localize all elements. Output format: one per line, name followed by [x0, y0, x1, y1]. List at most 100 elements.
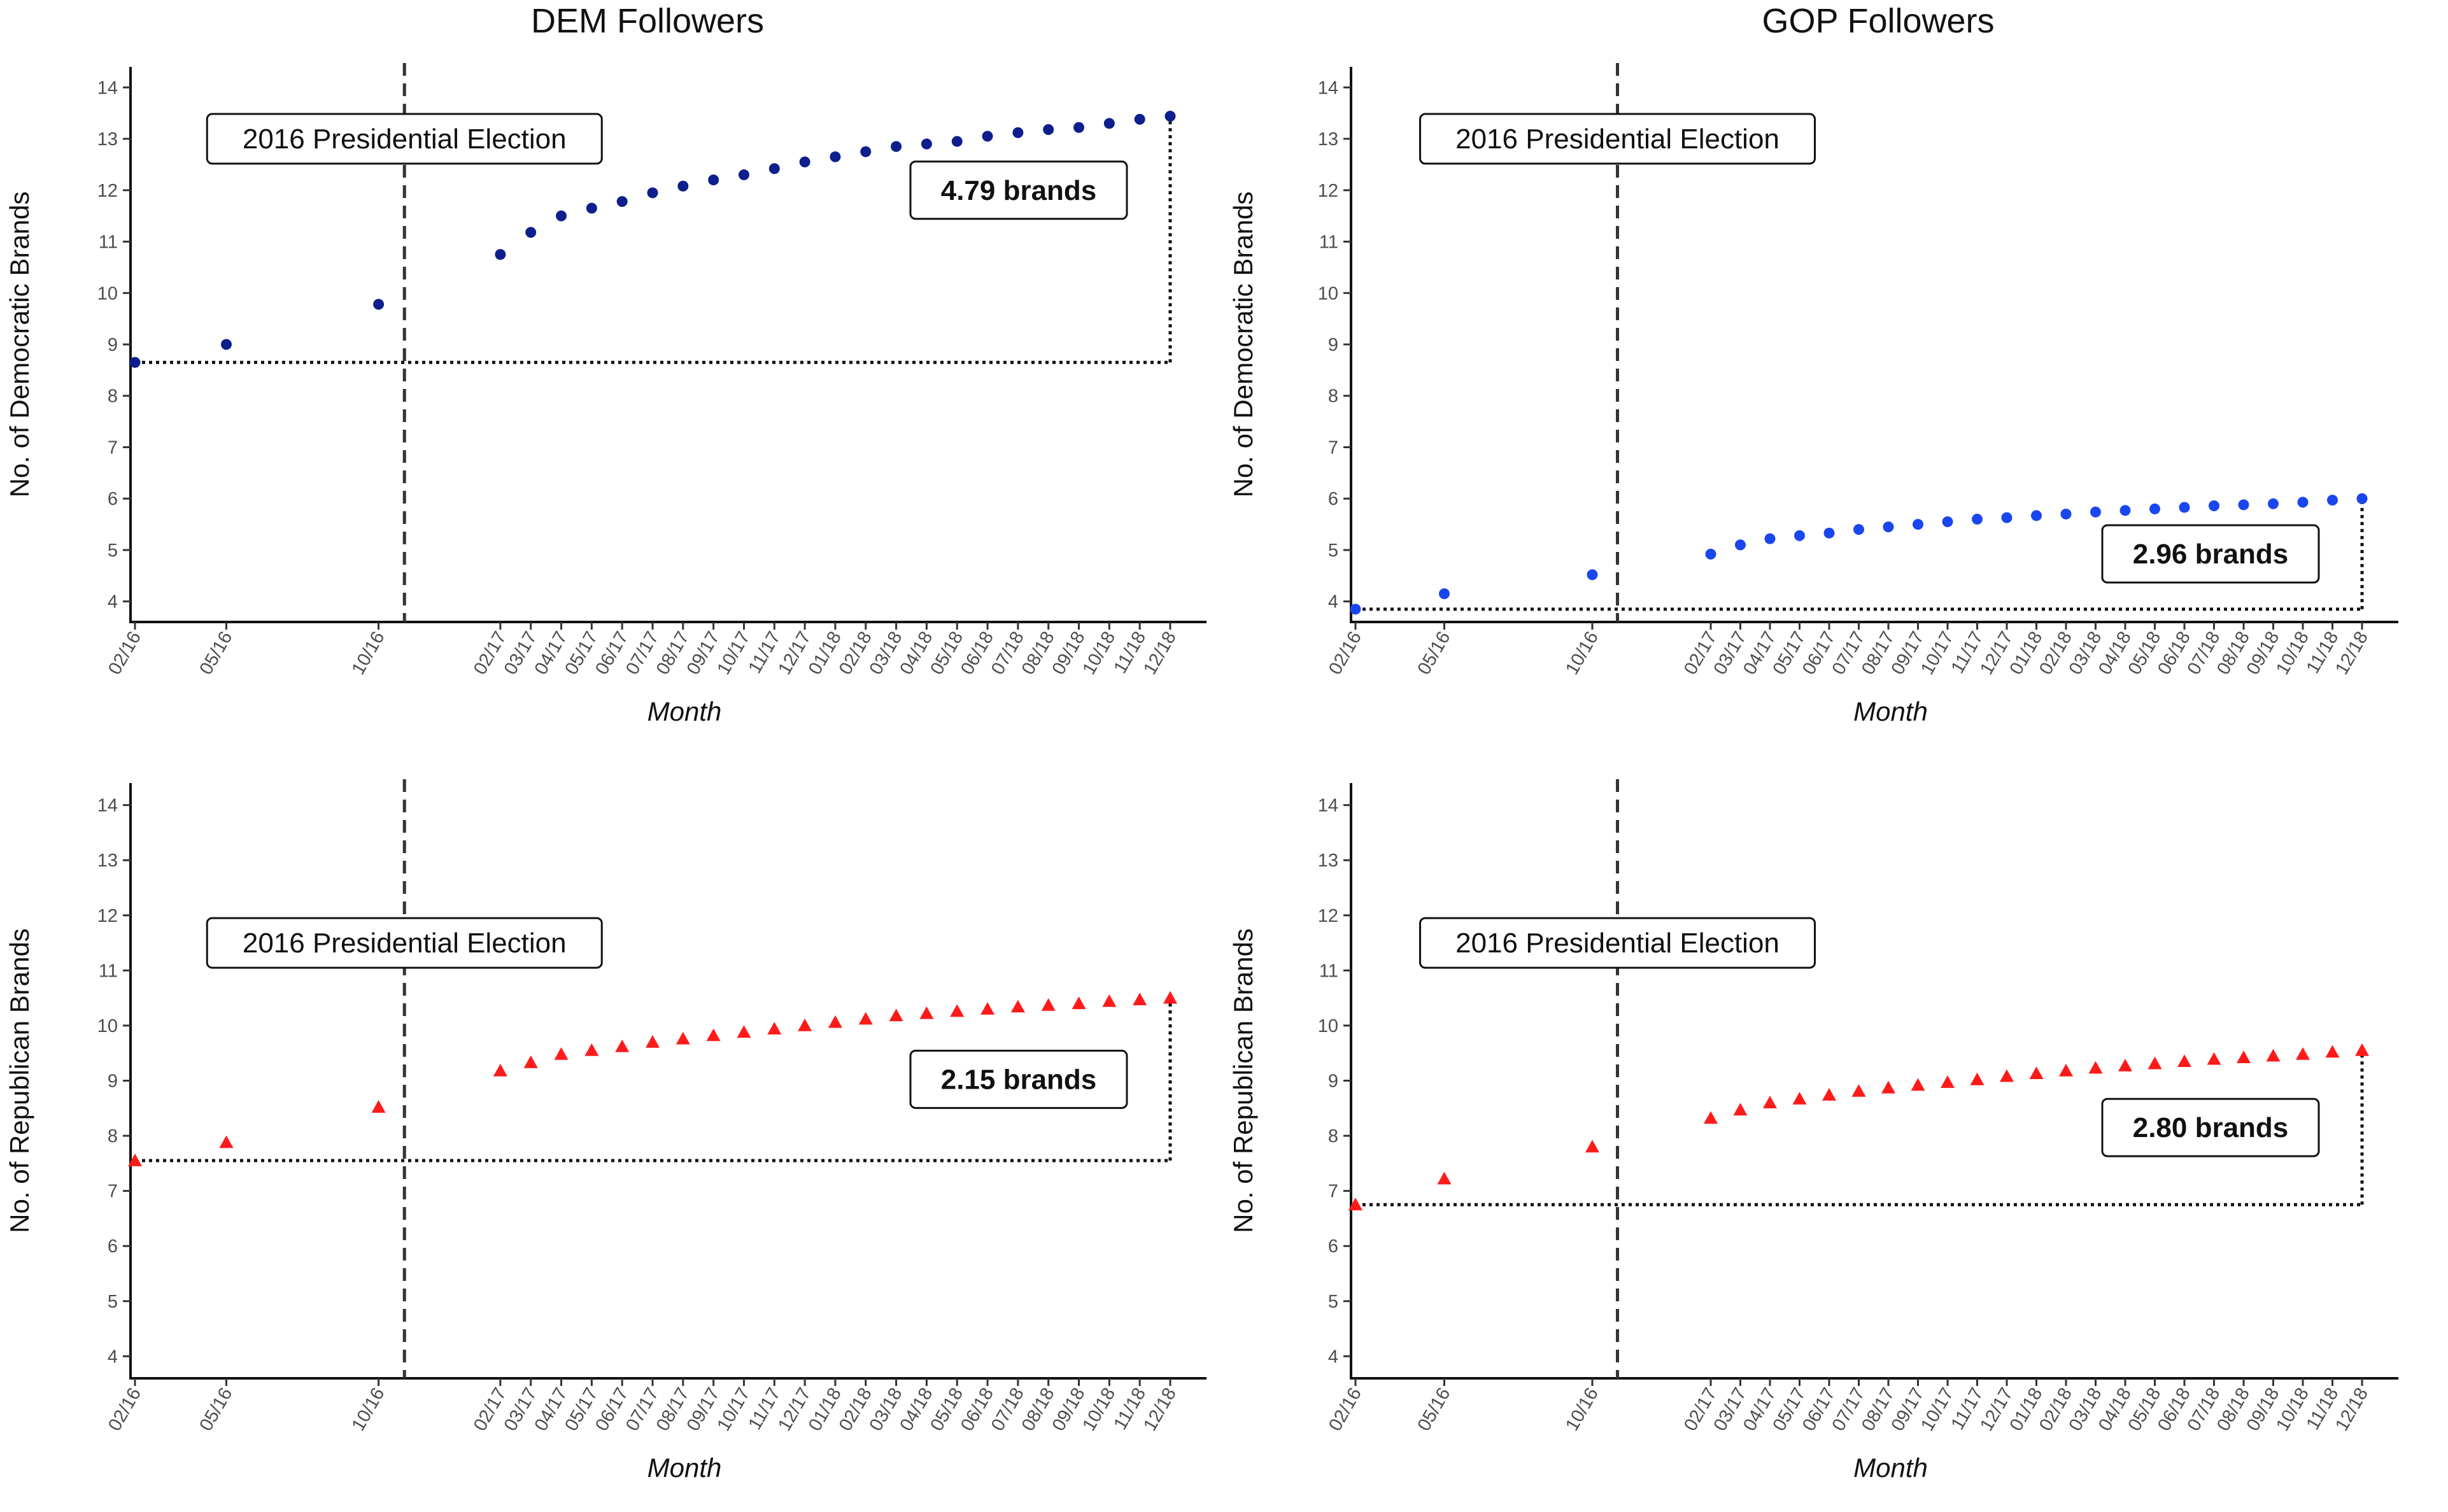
data-point [1587, 569, 1598, 581]
x-tick-label: 02/16 [104, 628, 145, 679]
x-tick-label: 05/16 [1414, 1385, 1455, 1435]
election-label-box [206, 113, 603, 165]
y-tick-label: 4 [108, 592, 118, 612]
y-tick-label: 14 [97, 796, 118, 816]
data-point [708, 174, 719, 186]
data-point [2207, 1052, 2221, 1065]
y-tick-label: 9 [108, 1071, 118, 1092]
data-point [1853, 524, 1864, 535]
difference-label-box [909, 160, 1128, 220]
y-tick-label: 8 [108, 386, 118, 407]
data-point [2325, 1045, 2340, 1058]
election-label: 2016 Presidential Election [1455, 928, 1779, 959]
data-point [586, 202, 597, 214]
data-point [828, 1015, 842, 1028]
data-point [1585, 1140, 1599, 1153]
data-point [1851, 1084, 1866, 1097]
y-tick-label: 13 [97, 129, 118, 150]
data-point [1972, 514, 1983, 525]
data-point [1437, 1171, 1452, 1185]
panel-gop-republican-brands: 4 5 6 7 8 9 10 11 12 13 14 02/16 05/16 10/16 02/17 03/1… [1224, 764, 2448, 1512]
panel-gop-democratic-brands: 4 5 6 7 8 9 10 11 12 13 14 02/16 05/16 10/16 02/17 03/1… [1224, 51, 2448, 745]
data-point [830, 151, 841, 162]
y-tick-label: 9 [1328, 1071, 1338, 1092]
data-point [616, 196, 628, 208]
data-point [2355, 1043, 2369, 1056]
y-tick-label: 13 [1318, 129, 1338, 150]
y-tick-label: 7 [1328, 437, 1338, 458]
y-tick-label: 7 [1328, 1182, 1338, 1202]
data-point [768, 163, 780, 174]
difference-label: 4.79 brands [941, 175, 1097, 206]
data-point [556, 210, 567, 222]
data-point [1911, 1078, 1925, 1091]
data-point [495, 249, 506, 260]
data-point [677, 180, 689, 192]
y-tick-label: 10 [97, 283, 118, 304]
x-axis-title: Month [1853, 696, 1928, 726]
data-point [980, 1001, 995, 1015]
x-tick-label: 10/16 [348, 628, 389, 679]
y-tick-label: 6 [1328, 489, 1338, 509]
data-point [2177, 1054, 2191, 1067]
x-tick-label: 02/16 [104, 1385, 145, 1435]
data-point [1350, 604, 1361, 615]
data-point [1439, 588, 1450, 600]
election-label: 2016 Presidential Election [1455, 124, 1779, 155]
data-point [1133, 993, 1147, 1006]
x-tick-label: 02/16 [1325, 628, 1366, 679]
data-point [129, 357, 141, 368]
data-point [2237, 1050, 2251, 1063]
y-tick-label: 13 [97, 851, 118, 871]
data-point [647, 187, 658, 199]
data-point [2088, 1061, 2103, 1074]
y-tick-label: 11 [99, 961, 118, 981]
x-tick-label: 10/16 [348, 1385, 389, 1435]
x-tick-label: 10/18 [1079, 628, 1119, 679]
data-point [525, 227, 537, 238]
y-axis-title: No. of Republican Brands [4, 928, 34, 1233]
y-tick-label: 14 [97, 78, 118, 98]
data-point [646, 1035, 660, 1048]
data-point [1073, 122, 1085, 133]
y-tick-label: 5 [1328, 1292, 1338, 1312]
data-point [1883, 521, 1894, 533]
y-tick-label: 11 [99, 232, 118, 253]
data-point [2297, 497, 2309, 508]
election-label-box [206, 917, 603, 969]
x-tick-label: 10/17 [714, 628, 754, 679]
x-axis-title: Month [647, 696, 722, 726]
y-axis-title: No. of Democratic Brands [4, 192, 34, 498]
data-point [1134, 113, 1145, 125]
data-point [1103, 118, 1115, 129]
data-point [2268, 498, 2279, 509]
x-tick-label: 12/18 [1140, 628, 1180, 679]
data-point [891, 141, 902, 152]
y-tick-label: 9 [108, 335, 118, 355]
data-point [706, 1028, 721, 1042]
data-point [128, 1154, 142, 1166]
y-tick-label: 10 [1318, 283, 1338, 304]
data-point [2296, 1047, 2310, 1060]
data-point [1794, 530, 1805, 541]
data-point [2179, 502, 2190, 513]
data-point [2059, 1063, 2073, 1077]
y-tick-label: 6 [108, 489, 118, 509]
y-tick-label: 10 [1318, 1016, 1338, 1036]
difference-label-box [2101, 1098, 2320, 1157]
data-point [2000, 1069, 2014, 1082]
data-point [1012, 127, 1024, 138]
data-point [2031, 510, 2042, 521]
data-point [2238, 499, 2249, 511]
data-point [1043, 124, 1054, 136]
data-point [1941, 1075, 1955, 1088]
y-tick-label: 10 [97, 1016, 118, 1036]
data-point [982, 131, 993, 142]
y-tick-label: 11 [1319, 961, 1338, 981]
y-tick-label: 4 [108, 1346, 118, 1367]
data-point [1942, 516, 1953, 528]
y-tick-label: 12 [97, 906, 118, 926]
data-point [1735, 539, 1746, 551]
data-point [1163, 991, 1177, 1004]
x-tick-label: 10/18 [1079, 1385, 1119, 1435]
